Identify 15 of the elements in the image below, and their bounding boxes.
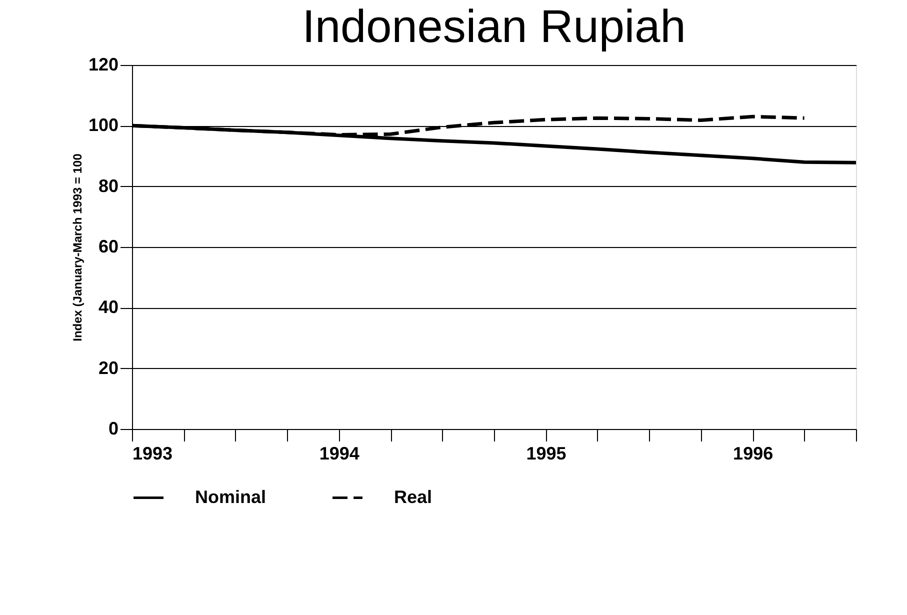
y-axis-title: Index (January-March 1993 = 100 <box>70 153 84 342</box>
y-tick-label: 0 <box>108 418 118 438</box>
y-tick-label: 60 <box>98 236 118 256</box>
x-tick-label: 1996 <box>733 444 774 464</box>
legend-label: Nominal <box>195 486 266 507</box>
y-tick-label: 120 <box>88 54 118 74</box>
x-tick-label: 1994 <box>319 444 360 464</box>
x-tick-label: 1993 <box>132 444 173 464</box>
x-tick-label: 1995 <box>526 444 566 464</box>
y-tick-label: 20 <box>98 358 118 378</box>
y-tick-label: 100 <box>88 115 118 136</box>
y-tick-label: 80 <box>98 176 118 196</box>
chart-title: Indonesian Rupiah <box>302 0 686 52</box>
legend-label: Real <box>394 486 432 507</box>
y-tick-label: 40 <box>98 297 118 318</box>
